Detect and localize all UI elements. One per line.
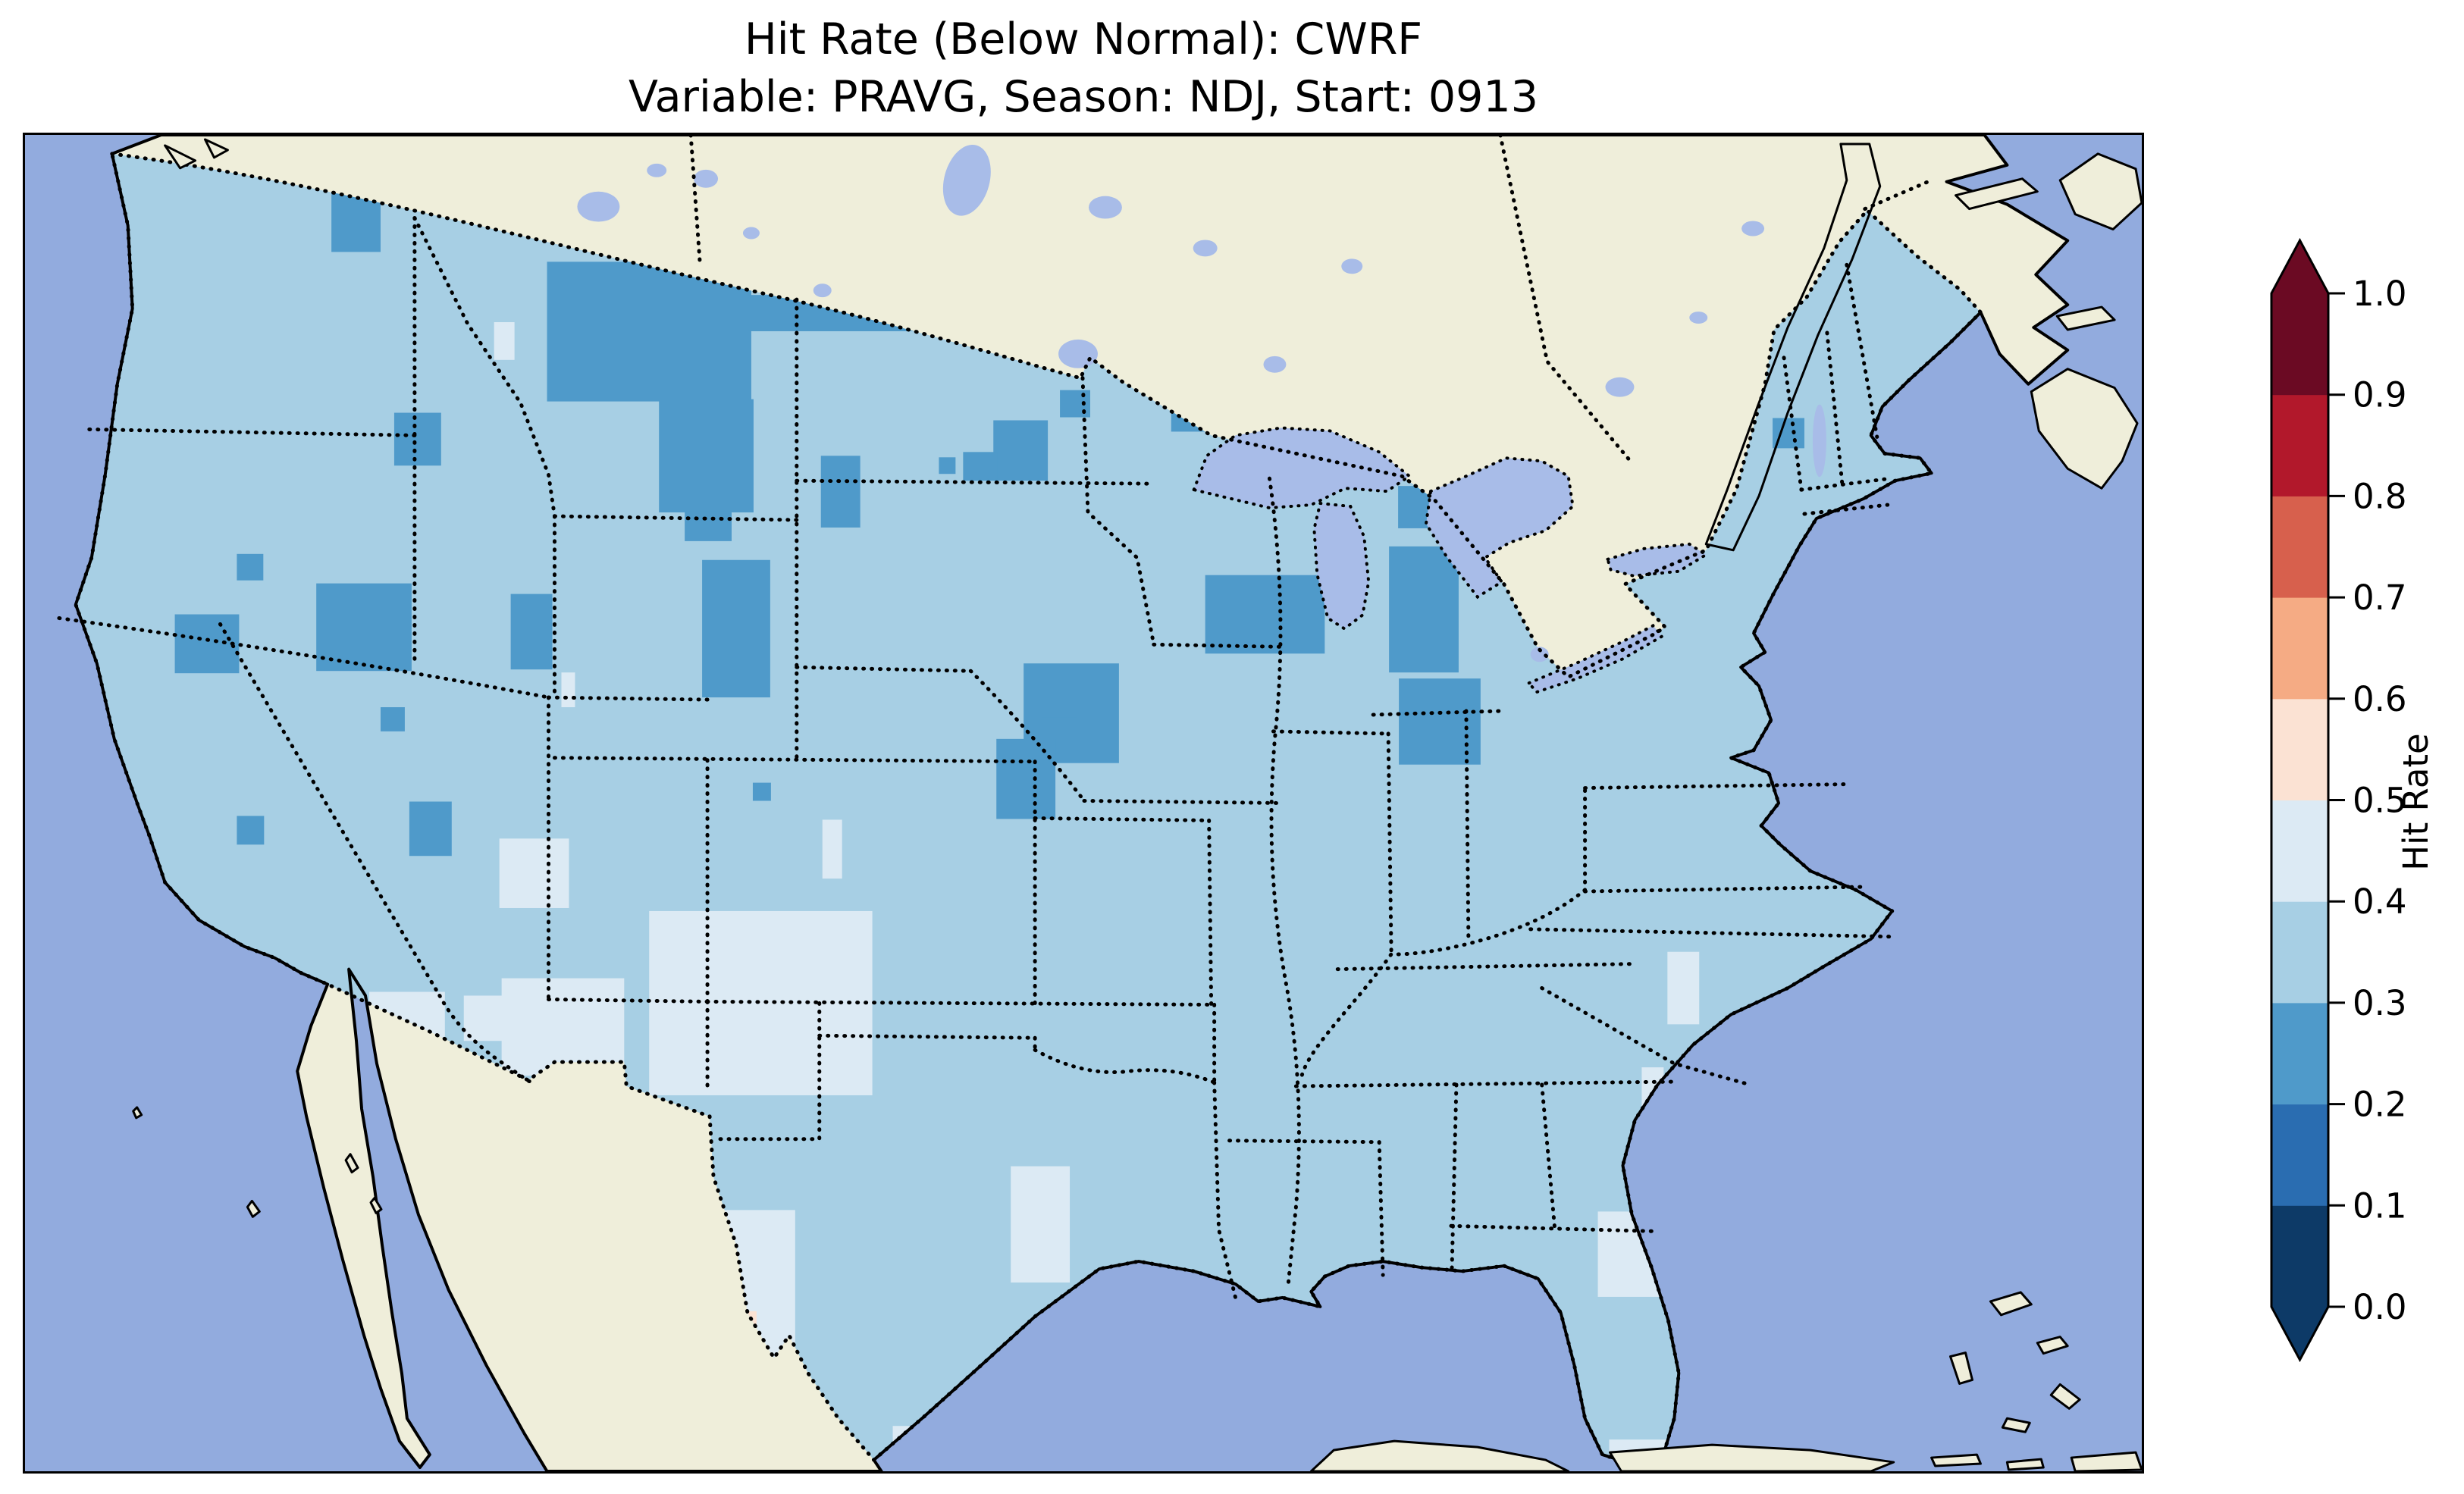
lake-ontario [1607, 543, 1707, 576]
colorbar-segment [2271, 698, 2328, 800]
colorbar-segment [2271, 800, 2328, 902]
colorbar-segment [2271, 597, 2328, 700]
islands [132, 138, 2142, 1471]
chart-title: Hit Rate (Below Normal): CWRF [744, 14, 1423, 64]
nova-scotia [2030, 368, 2139, 490]
colorbar-tick-label: 0.2 [2353, 1085, 2407, 1125]
hit-rate-cell [1205, 575, 1325, 654]
hit-rate-cell [561, 672, 575, 708]
hit-rate-cell [237, 816, 265, 845]
lake-erie [1528, 625, 1663, 693]
coastlines [74, 135, 2070, 1471]
hit-rate-cell [996, 738, 1056, 819]
lake-st-clair [1530, 647, 1549, 662]
chart-title-block: Hit Rate (Below Normal): CWRF Variable: … [23, 11, 2144, 126]
colorbar-tick-label: 0.9 [2353, 375, 2407, 415]
hit-rate-cell [237, 553, 264, 581]
hit-rate-cell [1389, 546, 1459, 673]
cuba [1609, 1443, 1895, 1471]
colorbar-tick-label: 0.4 [2353, 882, 2407, 922]
hit-rate-cell [939, 457, 956, 475]
newfoundland [2058, 152, 2142, 230]
chart-subtitle: Variable: PRAVG, Season: NDJ, Start: 091… [629, 72, 1538, 122]
lake-champlain [1812, 404, 1826, 478]
hit-rate-cell [316, 583, 412, 672]
st-lawrence-river [1704, 143, 1882, 552]
anticosti [1955, 177, 2039, 211]
hit-rate-cell [380, 707, 405, 731]
canada-lakes [577, 144, 1826, 478]
hit-rate-cell [499, 838, 569, 908]
colorbar-segment [2271, 901, 2328, 1004]
colorbar-label: Hit Rate [2396, 733, 2436, 870]
map-axes [23, 133, 2144, 1474]
hit-rate-cell [993, 420, 1049, 481]
colorbar-tick-label: 0.7 [2353, 578, 2407, 618]
hit-rate-cell [685, 511, 732, 541]
hit-rate-cell [494, 322, 515, 360]
colorbar-segment [2271, 394, 2328, 496]
colorbar-arrow-bottom [2271, 1307, 2328, 1360]
colorbar-tick-label: 0.1 [2353, 1185, 2407, 1226]
bahamas [1989, 1291, 2033, 1317]
hit-rate-cell [659, 399, 754, 513]
colorbar-tick-label: 0.5 [2353, 781, 2407, 821]
hit-rate-cell [1060, 390, 1090, 418]
hit-rate-cell [702, 559, 770, 698]
hit-rate-cell [822, 819, 842, 879]
hit-rate-cell [1042, 684, 1078, 718]
hit-rate-cell [1667, 951, 1700, 1025]
colorbar-segment [2271, 1002, 2328, 1105]
lake-huron [1426, 458, 1573, 597]
hit-rate-cell [1399, 678, 1481, 765]
hit-rate-cell [463, 995, 513, 1041]
vancouver-island [164, 144, 197, 170]
colorbar-segment [2271, 1205, 2328, 1308]
colorbar-segment [2271, 293, 2328, 396]
hit-rate-cell [1011, 1166, 1071, 1283]
hit-rate-cell [963, 452, 998, 481]
hit-rate-cell [547, 262, 751, 402]
hit-rate-cell [174, 614, 240, 674]
hit-rate-cell [820, 456, 861, 528]
colorbar-tick-label: 0.6 [2353, 679, 2407, 719]
colorbar-arrow-top [2271, 240, 2328, 293]
colorbar-tick-label: 0.3 [2353, 983, 2407, 1023]
colorbar-tick-label: 1.0 [2353, 274, 2407, 314]
colorbar-tick-label: 0.0 [2353, 1287, 2407, 1327]
yucatan [1309, 1439, 1570, 1471]
colorbar: 0.0 0.1 0.2 0.3 0.4 0.5 0.6 0.7 0.8 0.9 1.0 Hit Ra… [2270, 237, 2436, 1363]
hit-rate-cell [510, 594, 553, 670]
state-borders [57, 135, 1983, 1467]
hispaniola [2070, 1451, 2142, 1471]
pei [2055, 305, 2116, 331]
conus-map [25, 135, 2142, 1471]
lake-michigan [1314, 503, 1369, 629]
colorbar-tick-label: 0.8 [2353, 476, 2407, 516]
hit-rate-cell [752, 782, 771, 801]
colorbar-segment [2271, 496, 2328, 598]
hit-rate-cell [501, 978, 625, 1076]
hit-rate-cell [409, 801, 452, 857]
hit-rate-cell [649, 910, 873, 1095]
hit-rate-cell [393, 412, 441, 466]
colorbar-segment [2271, 1104, 2328, 1206]
